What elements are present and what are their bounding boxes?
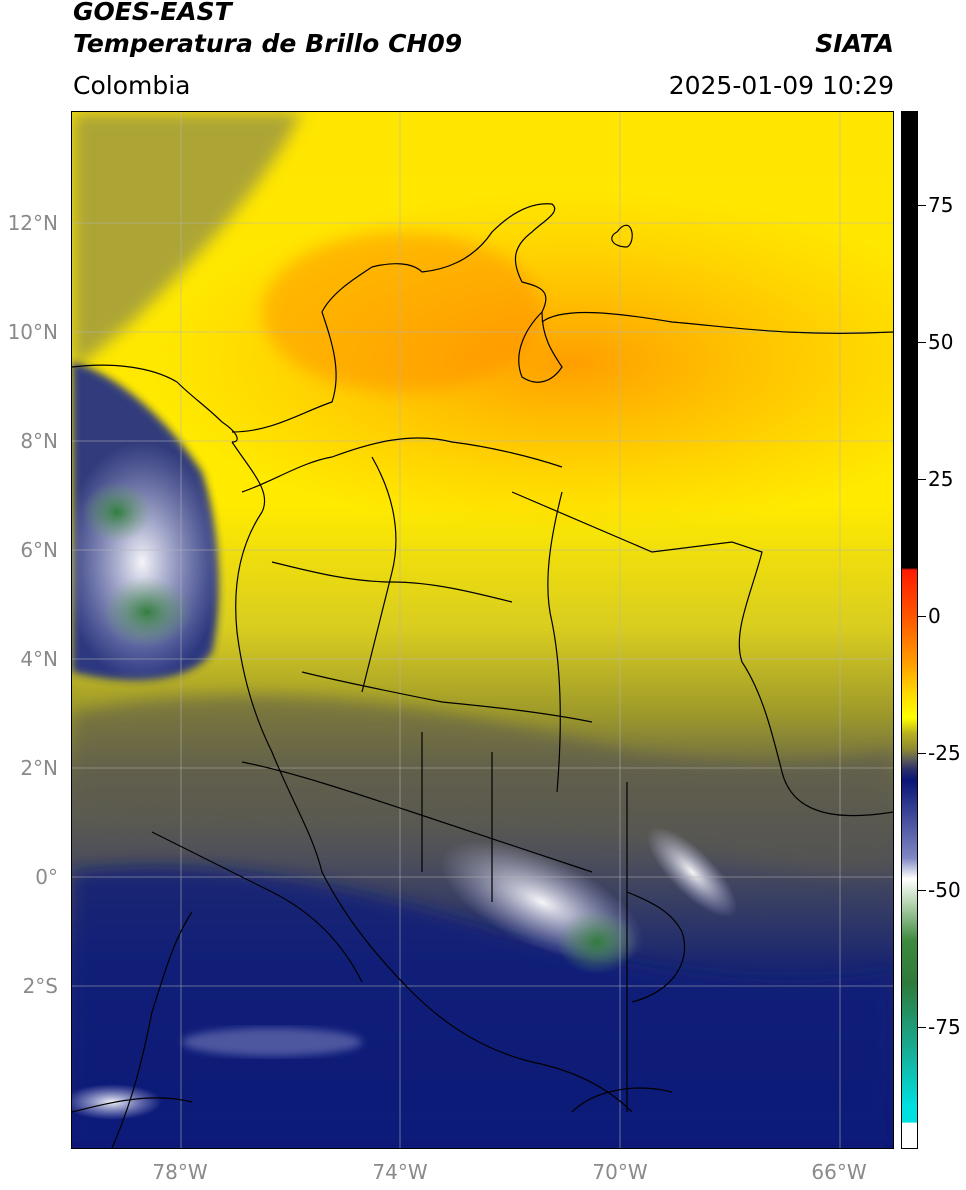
cbar-label-0: 0 bbox=[928, 604, 941, 628]
subtitle-region: Colombia bbox=[73, 71, 191, 100]
cloud-green-pacific-2 bbox=[102, 577, 192, 647]
lat-label-8n: 8°N bbox=[20, 429, 58, 453]
satellite-map[interactable] bbox=[71, 111, 894, 1149]
lon-label-70w: 70°W bbox=[592, 1160, 648, 1184]
cbar-tick-75 bbox=[918, 205, 926, 206]
lat-label-2s: 2°S bbox=[22, 974, 58, 998]
lat-label-10n: 10°N bbox=[7, 320, 58, 344]
cloud-green-amazon bbox=[557, 910, 637, 974]
colorbar-gradient bbox=[902, 112, 917, 1148]
cloud-olive-nw bbox=[72, 112, 302, 372]
lat-label-4n: 4°N bbox=[20, 647, 58, 671]
colorbar bbox=[901, 111, 918, 1149]
cbar-label-50: 50 bbox=[928, 330, 954, 354]
cbar-tick-0 bbox=[918, 616, 926, 617]
cbar-label-25: 25 bbox=[928, 467, 954, 491]
lon-label-74w: 74°W bbox=[372, 1160, 428, 1184]
cbar-label-m75: -75 bbox=[928, 1015, 961, 1039]
lat-label-12n: 12°N bbox=[7, 211, 58, 235]
cbar-tick-m25 bbox=[918, 753, 926, 754]
cloud-white-east bbox=[646, 826, 738, 918]
warm-area-north bbox=[262, 232, 542, 392]
gray-band bbox=[72, 695, 893, 874]
lat-label-6n: 6°N bbox=[20, 538, 58, 562]
cbar-tick-25 bbox=[918, 479, 926, 480]
cold-area-south bbox=[72, 866, 893, 1148]
brand-label: SIATA bbox=[815, 29, 894, 58]
borders bbox=[72, 203, 893, 1148]
title-satellite: GOES-EAST bbox=[73, 0, 232, 26]
timestamp: 2025-01-09 10:29 bbox=[668, 71, 894, 100]
title-product: Temperatura de Brillo CH09 bbox=[73, 29, 463, 58]
cbar-label-m50: -50 bbox=[928, 878, 961, 902]
cbar-tick-m50 bbox=[918, 890, 926, 891]
graticule bbox=[72, 112, 893, 1148]
lon-label-78w: 78°W bbox=[152, 1160, 208, 1184]
cbar-label-m25: -25 bbox=[928, 741, 961, 765]
cbar-tick-50 bbox=[918, 342, 926, 343]
lat-label-2n: 2°N bbox=[20, 756, 58, 780]
cloud-green-pacific-1 bbox=[82, 482, 152, 542]
lat-label-0: 0° bbox=[35, 865, 58, 889]
cbar-tick-m75 bbox=[918, 1027, 926, 1028]
lon-label-66w: 66°W bbox=[811, 1160, 867, 1184]
cloud-streak-sw bbox=[182, 1028, 362, 1056]
cbar-label-75: 75 bbox=[928, 193, 954, 217]
